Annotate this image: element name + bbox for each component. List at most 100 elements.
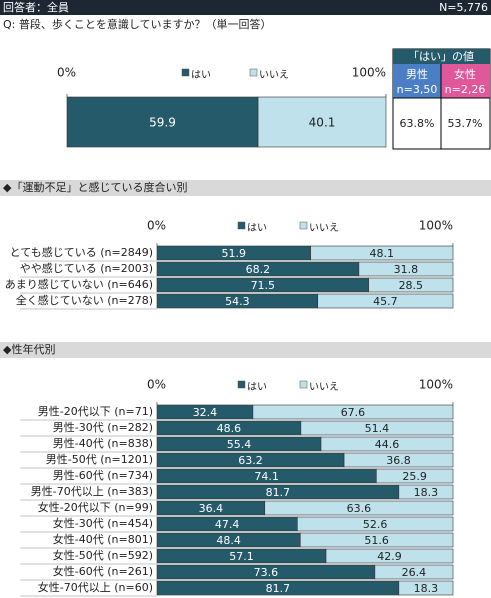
x-tick-label: 100%: [352, 66, 386, 80]
value-label: 74.1: [254, 470, 279, 483]
question: Q: 普段、歩くことを意識していますか？（単一回答）: [3, 17, 272, 31]
value-label: 40.1: [309, 116, 336, 130]
legend-label: いいえ: [309, 222, 339, 234]
value-label: 26.4: [402, 566, 427, 579]
legend-label: いいえ: [259, 69, 289, 81]
value-label: 48.1: [370, 247, 395, 260]
x-tick-label: 0%: [147, 378, 166, 392]
x-tick-label: 0%: [147, 219, 166, 233]
value-label: 63.2: [238, 454, 263, 467]
column-value: 53.7%: [448, 117, 483, 130]
category-label: やや感じている (n=2003): [20, 262, 153, 275]
value-label: 67.6: [341, 406, 366, 419]
category-label: 女性-20代以下 (n=99): [38, 500, 153, 514]
value-label: 25.9: [402, 470, 427, 483]
x-tick-label: 100%: [419, 378, 453, 392]
value-label: 44.6: [375, 438, 400, 451]
section-band: [0, 342, 491, 358]
category-label: 女性-60代 (n=261): [53, 564, 153, 578]
bar-segment: [376, 468, 454, 484]
category-label: 男性-40代 (n=838): [53, 436, 153, 450]
value-label: 63.6: [347, 502, 372, 515]
legend-label: はい: [247, 222, 267, 234]
value-label: 73.6: [254, 566, 279, 579]
column-value: 63.8%: [400, 117, 435, 130]
x-tick-label: 0%: [57, 66, 76, 80]
value-label: 81.7: [266, 486, 291, 499]
bar-segment: [297, 516, 454, 532]
legend-label: いいえ: [309, 381, 339, 393]
bar-segment: [264, 500, 454, 516]
category-label: 女性-30代 (n=454): [53, 516, 153, 530]
column-n: n=3,50: [397, 83, 438, 96]
bar-segment: [358, 261, 454, 277]
category-label: 男性-60代 (n=734): [53, 468, 153, 482]
bar-segment: [66, 96, 259, 148]
legend-swatch: [181, 68, 190, 77]
respondents: 回答者：全員: [3, 0, 69, 14]
column-n: n=2,26: [445, 83, 486, 96]
category-label: 男性-30代 (n=282): [53, 420, 153, 434]
table-head: [393, 49, 490, 64]
legend-swatch: [249, 68, 258, 77]
category-label: あまり感じていない (n=646): [5, 278, 153, 291]
value-label: 32.4: [193, 406, 218, 419]
value-label: 28.5: [399, 279, 424, 292]
value-label: 48.6: [217, 422, 242, 435]
value-label: 52.6: [363, 518, 388, 531]
category-label: 男性-70代以上 (n=383): [31, 484, 153, 498]
bar-segment: [257, 96, 387, 148]
x-tick-label: 100%: [419, 219, 453, 233]
bar-segment: [374, 564, 454, 580]
value-label: 48.4: [216, 534, 241, 547]
summary-table: 「はい」の値 男性 n=3,50 女性 n=2,26 63.8% 53.7%: [392, 48, 491, 150]
value-label: 59.9: [149, 116, 176, 130]
value-label: 51.6: [364, 534, 389, 547]
male-cell: [393, 64, 441, 98]
legend-swatch: [237, 221, 246, 230]
bar-segment: [320, 436, 454, 452]
legend-swatch: [237, 380, 246, 389]
value-label: 81.7: [266, 582, 291, 595]
legend-swatch: [299, 221, 308, 230]
bar-segment: [325, 548, 454, 564]
value-label: 71.5: [251, 279, 276, 292]
section-title: ◆性年代別: [3, 342, 55, 356]
bar-segment: [398, 484, 454, 500]
value-label: 54.3: [225, 295, 250, 308]
value-label: 47.4: [215, 518, 240, 531]
section-title: ◆「運動不足」と感じている度合い別: [3, 180, 187, 194]
bar-segment: [317, 293, 454, 309]
bar-segment: [343, 452, 454, 468]
category-label: 男性-50代 (n=1201): [46, 452, 153, 466]
value-label: 55.4: [227, 438, 252, 451]
column-label: 男性: [406, 67, 428, 81]
sample-size: N=5,776: [439, 1, 488, 14]
table-title: 「はい」の値: [408, 50, 474, 63]
header-bar: [0, 0, 491, 15]
bar-segment: [368, 277, 454, 293]
bar-segment: [398, 580, 454, 596]
legend-label: はい: [247, 381, 267, 393]
column-label: 女性: [454, 67, 476, 81]
value-label: 18.3: [414, 582, 439, 595]
bar-segment: [299, 532, 454, 548]
value-label: 36.8: [386, 454, 411, 467]
value-label: 51.4: [365, 422, 390, 435]
value-label: 18.3: [414, 486, 439, 499]
value-label: 31.8: [394, 263, 419, 276]
legend-swatch: [299, 380, 308, 389]
value-label: 36.4: [199, 502, 224, 515]
category-label: 全く感じていない (n=278): [16, 293, 153, 307]
value-label: 51.9: [222, 247, 247, 260]
bar-segment: [252, 404, 454, 420]
value-label: 57.1: [229, 550, 254, 563]
value-label: 45.7: [373, 295, 398, 308]
category-label: 女性-70代以上 (n=60): [38, 580, 153, 594]
bar-segment: [300, 420, 454, 436]
bar-segment: [310, 245, 454, 261]
category-label: 男性-20代以下 (n=71): [38, 404, 153, 418]
female-cell: [441, 64, 490, 98]
value-label: 42.9: [377, 550, 402, 563]
